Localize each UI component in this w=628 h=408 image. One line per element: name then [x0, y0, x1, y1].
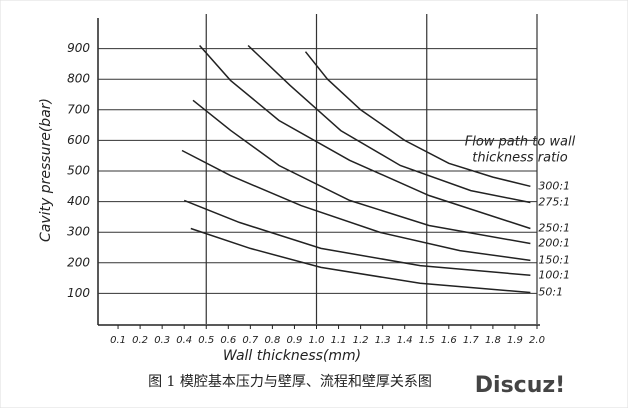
series-line	[181, 149, 531, 262]
watermark: Discuz!	[475, 373, 565, 398]
x-tick-label: 0.5	[198, 335, 214, 346]
x-tick-label: 1.3	[375, 335, 391, 346]
legend-title: thickness ratio	[472, 151, 568, 166]
x-axis-label: Wall thickness(mm)	[223, 348, 361, 364]
x-tick-label: 1.9	[507, 335, 523, 346]
y-tick-label: 500	[67, 164, 90, 178]
x-tick-label: 0.4	[176, 335, 192, 346]
x-tick-label: 0.9	[286, 335, 302, 346]
series-line	[190, 227, 531, 294]
y-tick-label: 400	[67, 194, 90, 208]
x-tick-label: 1.1	[331, 335, 347, 346]
y-tick-label: 100	[67, 286, 90, 300]
x-tick-label: 0.7	[242, 335, 259, 346]
x-tick-label: 1.5	[419, 335, 435, 346]
x-tick-label: 0.1	[110, 335, 126, 346]
y-tick-label: 800	[67, 72, 90, 86]
x-tick-label: 1.0	[309, 335, 325, 346]
series-line	[304, 51, 531, 188]
x-tick-label: 1.4	[397, 335, 413, 346]
x-tick-label: 1.6	[441, 335, 457, 346]
y-tick-label: 300	[67, 225, 90, 239]
y-tick-label: 200	[67, 255, 90, 269]
series-label: 275:1	[538, 196, 570, 209]
series-line	[192, 99, 531, 245]
series-label: 100:1	[538, 268, 570, 281]
x-tick-label: 0.3	[154, 335, 170, 346]
series-label: 200:1	[538, 237, 570, 250]
series-line	[199, 45, 531, 230]
x-tick-label: 1.2	[353, 335, 369, 346]
series-line	[247, 44, 531, 204]
y-tick-label: 700	[67, 102, 90, 116]
y-tick-label: 600	[67, 133, 90, 147]
series-line	[183, 199, 531, 277]
series-label: 150:1	[538, 253, 570, 266]
legend-title: Flow path to wall	[465, 135, 576, 150]
x-tick-label: 2.0	[529, 335, 545, 346]
caption: 图 1 模腔基本压力与壁厚、流程和壁厚关系图	[148, 373, 432, 390]
x-tick-label: 1.7	[463, 335, 480, 346]
series-label: 50:1	[538, 285, 563, 298]
series-label: 250:1	[538, 222, 570, 235]
series-label: 300:1	[538, 179, 570, 192]
y-axis-label: Cavity pressure(bar)	[38, 98, 54, 242]
x-tick-label: 0.6	[220, 335, 236, 346]
x-tick-label: 0.2	[132, 335, 148, 346]
x-tick-label: 0.8	[264, 335, 280, 346]
x-tick-label: 1.8	[485, 335, 501, 346]
y-tick-label: 900	[67, 41, 90, 55]
